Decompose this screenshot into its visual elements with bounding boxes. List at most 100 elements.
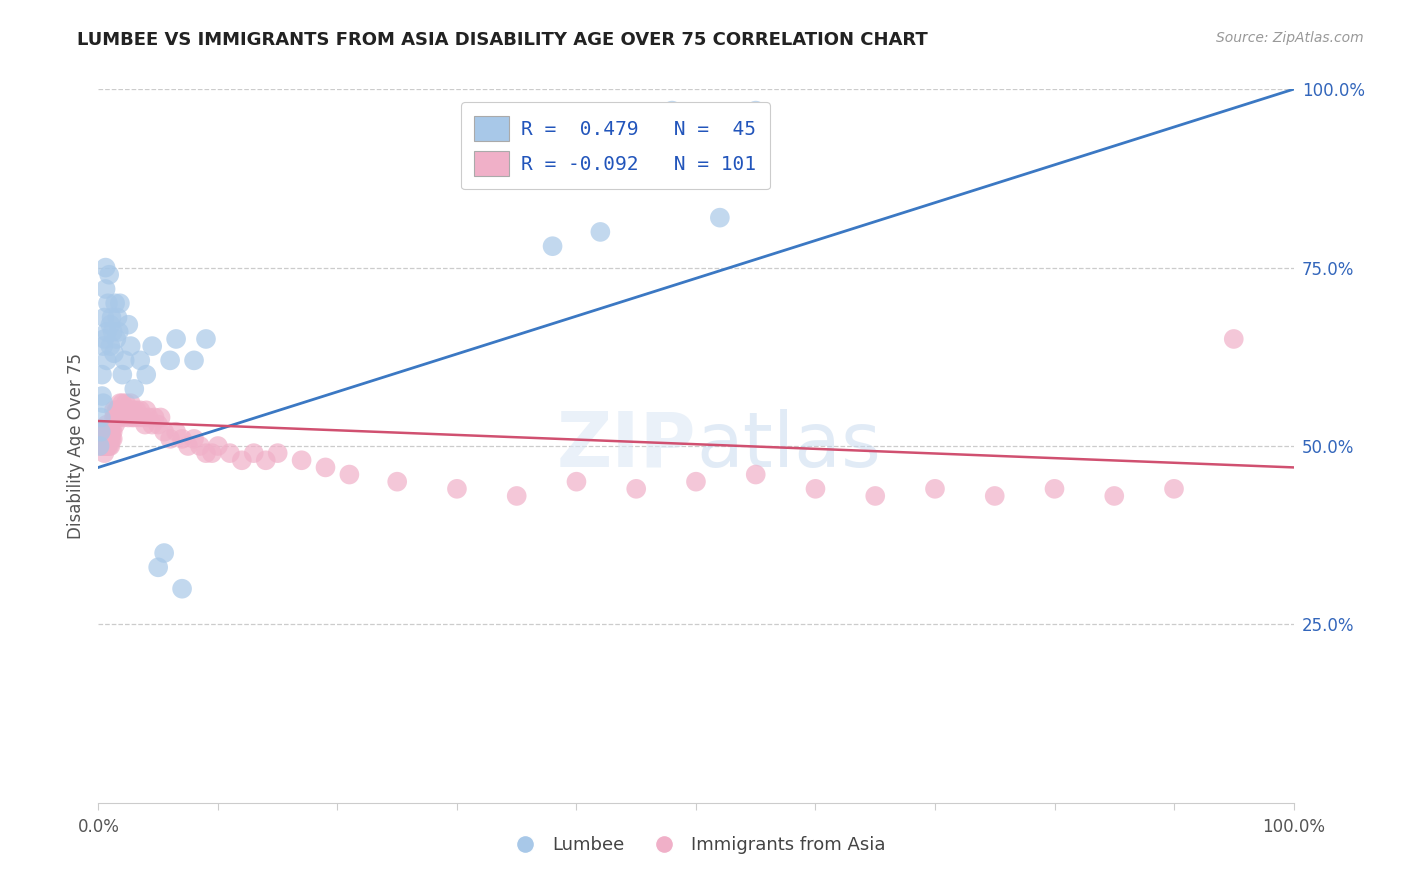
Point — [107, 325, 129, 339]
Point — [94, 260, 117, 275]
Point — [97, 425, 120, 439]
Point — [131, 410, 153, 425]
Point — [661, 103, 683, 118]
Point — [243, 446, 266, 460]
Point — [98, 339, 122, 353]
Point — [165, 332, 187, 346]
Point — [91, 432, 114, 446]
Point — [231, 453, 253, 467]
Point — [128, 410, 150, 425]
Point — [122, 403, 145, 417]
Point — [745, 467, 768, 482]
Point — [96, 417, 118, 432]
Point — [589, 225, 612, 239]
Point — [148, 417, 170, 432]
Point — [745, 103, 768, 118]
Point — [188, 439, 211, 453]
Point — [1163, 482, 1185, 496]
Point — [89, 432, 111, 446]
Point — [91, 389, 114, 403]
Point — [339, 467, 361, 482]
Point — [93, 446, 115, 460]
Point — [105, 332, 128, 346]
Point — [117, 318, 139, 332]
Point — [93, 439, 115, 453]
Point — [100, 310, 122, 325]
Point — [107, 403, 129, 417]
Point — [91, 439, 114, 453]
Point — [183, 432, 205, 446]
Point — [91, 396, 114, 410]
Point — [104, 417, 127, 432]
Point — [149, 410, 172, 425]
Point — [1104, 489, 1126, 503]
Point — [291, 453, 314, 467]
Point — [91, 425, 114, 439]
Point — [101, 325, 124, 339]
Point — [125, 403, 148, 417]
Point — [114, 353, 136, 368]
Point — [104, 410, 127, 425]
Point — [984, 489, 1007, 503]
Point — [141, 417, 163, 432]
Text: Source: ZipAtlas.com: Source: ZipAtlas.com — [1216, 31, 1364, 45]
Point — [89, 425, 111, 439]
Point — [112, 410, 135, 425]
Point — [626, 482, 648, 496]
Point — [153, 546, 176, 560]
Point — [90, 439, 112, 453]
Point — [103, 403, 125, 417]
Point — [107, 410, 129, 425]
Point — [207, 439, 229, 453]
Point — [98, 432, 121, 446]
Point — [101, 432, 124, 446]
Point — [804, 482, 827, 496]
Point — [118, 403, 141, 417]
Point — [93, 310, 115, 325]
Point — [98, 268, 121, 282]
Point — [1223, 332, 1246, 346]
Point — [141, 339, 163, 353]
Point — [865, 489, 887, 503]
Point — [541, 239, 564, 253]
Legend: Lumbee, Immigrants from Asia: Lumbee, Immigrants from Asia — [499, 830, 893, 862]
Point — [103, 346, 125, 360]
Point — [94, 439, 117, 453]
Y-axis label: Disability Age Over 75: Disability Age Over 75 — [66, 353, 84, 539]
Point — [96, 425, 118, 439]
Point — [117, 410, 139, 425]
Point — [96, 325, 118, 339]
Point — [195, 332, 218, 346]
Point — [97, 439, 120, 453]
Point — [93, 432, 115, 446]
Point — [90, 425, 112, 439]
Point — [143, 410, 166, 425]
Point — [108, 403, 131, 417]
Point — [114, 403, 136, 417]
Point — [94, 432, 117, 446]
Point — [565, 475, 588, 489]
Point — [90, 425, 112, 439]
Point — [108, 396, 131, 410]
Point — [115, 403, 138, 417]
Point — [219, 446, 242, 460]
Point — [195, 446, 218, 460]
Point — [103, 410, 125, 425]
Point — [165, 425, 187, 439]
Point — [172, 582, 194, 596]
Point — [91, 432, 114, 446]
Point — [107, 403, 129, 417]
Point — [91, 339, 114, 353]
Point — [254, 453, 277, 467]
Point — [89, 439, 111, 453]
Point — [183, 353, 205, 368]
Point — [107, 310, 129, 325]
Text: ZIP: ZIP — [557, 409, 696, 483]
Point — [135, 368, 157, 382]
Point — [201, 446, 224, 460]
Point — [138, 410, 160, 425]
Point — [98, 318, 122, 332]
Point — [98, 439, 121, 453]
Point — [111, 368, 134, 382]
Point — [96, 353, 118, 368]
